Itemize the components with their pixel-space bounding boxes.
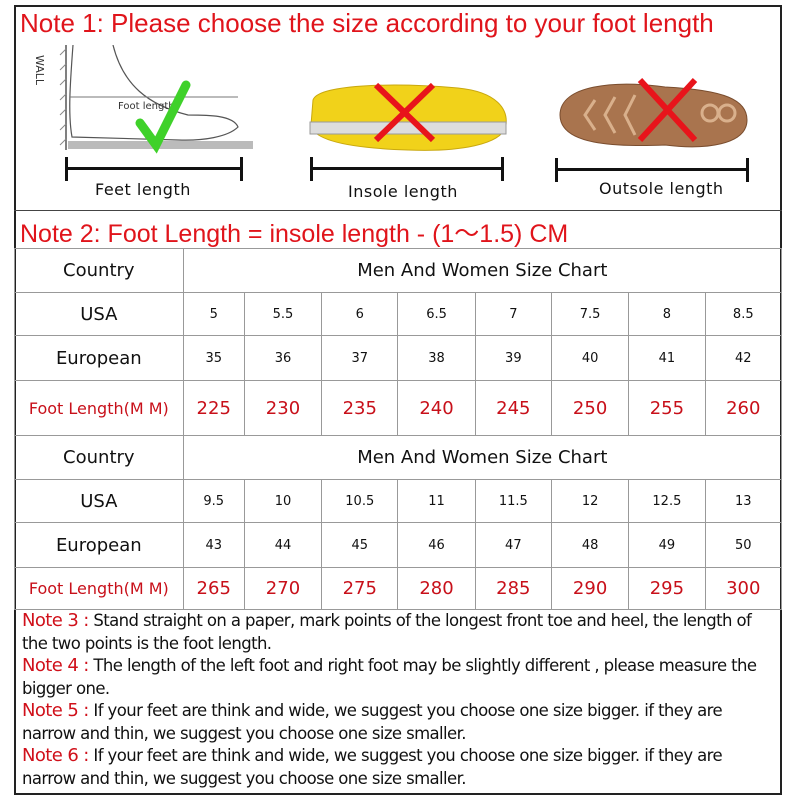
outsole-illustration	[559, 77, 748, 148]
note-label: Note 5 :	[22, 700, 89, 721]
european-size-cell: 40	[550, 335, 630, 381]
note-text: If your feet are think and wide, we sugg…	[22, 746, 723, 788]
country-header: Country	[14, 248, 184, 293]
foot-length-row: Foot Length(M M) 265 270 275 280 285 290 295 300	[14, 567, 783, 610]
foot-length-cell: 285	[474, 567, 552, 610]
usa-size-cell: 10.5	[321, 479, 399, 523]
note-label: Note 4 :	[22, 655, 89, 676]
usa-row: USA 9.5 10 10.5 11 11.5 12 12.5 13	[14, 479, 783, 523]
european-size-cell: 43	[182, 522, 245, 568]
insole-length-caption: Insole length	[348, 182, 458, 201]
european-row: European 43 44 45 46 47 48 49 50	[14, 522, 783, 568]
foot-length-cell: 255	[628, 380, 706, 436]
european-label: European	[14, 335, 184, 381]
foot-length-cell: 225	[182, 380, 245, 436]
european-size-cell: 37	[321, 335, 399, 381]
wall-label: WALL	[33, 55, 46, 86]
note-text: The length of the left foot and right fo…	[22, 656, 757, 698]
foot-length-cell: 275	[321, 567, 399, 610]
foot-length-cell: 280	[397, 567, 476, 610]
usa-size-cell: 8	[628, 292, 706, 336]
usa-size-cell: 9.5	[182, 479, 245, 523]
foot-length-cell: 265	[182, 567, 245, 610]
note-2: Note 2: Foot Length = insole length - (1…	[20, 220, 569, 248]
foot-length-cell: 270	[243, 567, 323, 610]
usa-size-cell: 13	[704, 479, 783, 523]
cross-icon	[373, 82, 436, 143]
usa-size-cell: 8.5	[704, 292, 783, 336]
notes-section: Note 3 : Stand straight on a paper, mark…	[22, 610, 780, 790]
foot-length-cell: 230	[243, 380, 323, 436]
header-row: Country Men And Women Size Chart	[14, 435, 783, 480]
country-header: Country	[14, 435, 184, 480]
foot-measure-illustration: WALL Foot length	[33, 45, 253, 154]
note-label: Note 6 :	[22, 745, 89, 766]
usa-size-cell: 11.5	[474, 479, 552, 523]
european-size-cell: 39	[474, 335, 552, 381]
cross-icon	[637, 77, 698, 143]
usa-size-cell: 5	[182, 292, 245, 336]
chart-title: Men And Women Size Chart	[182, 248, 783, 293]
european-size-cell: 47	[474, 522, 552, 568]
foot-length-cell: 245	[474, 380, 552, 436]
size-table-1: Country Men And Women Size Chart USA 5 5.5 6 6…	[14, 248, 783, 436]
european-size-cell: 41	[628, 335, 706, 381]
foot-length-cell: 290	[550, 567, 630, 610]
size-table-2: Country Men And Women Size Chart USA 9.5 10 1…	[14, 435, 783, 610]
divider	[14, 210, 782, 211]
feet-length-caption: Feet length	[95, 180, 191, 199]
usa-label: USA	[14, 479, 184, 523]
foot-length-cell: 250	[550, 380, 630, 436]
european-size-cell: 46	[397, 522, 476, 568]
foot-length-cell: 235	[321, 380, 399, 436]
insole-illustration	[309, 82, 507, 151]
note-label: Note 3 :	[22, 610, 89, 631]
european-size-cell: 50	[704, 522, 783, 568]
note-1: Note 1: Please choose the size according…	[20, 8, 714, 38]
usa-size-cell: 12	[550, 479, 630, 523]
european-size-cell: 38	[397, 335, 476, 381]
usa-size-cell: 7.5	[550, 292, 630, 336]
usa-size-cell: 7	[474, 292, 552, 336]
european-size-cell: 49	[628, 522, 706, 568]
foot-length-cell: 240	[397, 380, 476, 436]
european-size-cell: 45	[321, 522, 399, 568]
outsole-length-bar	[555, 158, 749, 182]
usa-size-cell: 10	[243, 479, 323, 523]
foot-length-cell: 300	[704, 567, 783, 610]
european-row: European 35 36 37 38 39 40 41 42	[14, 335, 783, 381]
foot-length-row: Foot Length(M M) 225 230 235 240 245 250 255 260	[14, 380, 783, 436]
outsole-length-caption: Outsole length	[599, 179, 724, 198]
note-text: Stand straight on a paper, mark points o…	[22, 611, 752, 653]
european-label: European	[14, 522, 184, 568]
feet-length-bar	[65, 157, 243, 181]
european-size-cell: 42	[704, 335, 783, 381]
foot-length-label: Foot Length(M M)	[14, 380, 184, 436]
european-size-cell: 36	[243, 335, 323, 381]
usa-label: USA	[14, 292, 184, 336]
note-5: Note 5 : If your feet are think and wide…	[22, 700, 780, 745]
note-text: If your feet are think and wide, we sugg…	[22, 701, 723, 743]
usa-size-cell: 12.5	[628, 479, 706, 523]
foot-length-label: Foot length	[118, 101, 175, 112]
note-3: Note 3 : Stand straight on a paper, mark…	[22, 610, 780, 655]
header-row: Country Men And Women Size Chart	[14, 248, 783, 293]
note-4: Note 4 : The length of the left foot and…	[22, 655, 780, 700]
check-icon	[135, 80, 191, 154]
european-size-cell: 48	[550, 522, 630, 568]
usa-size-cell: 5.5	[243, 292, 323, 336]
usa-row: USA 5 5.5 6 6.5 7 7.5 8 8.5	[14, 292, 783, 336]
foot-length-label: Foot Length(M M)	[14, 567, 184, 610]
foot-length-cell: 295	[628, 567, 706, 610]
usa-size-cell: 11	[397, 479, 476, 523]
european-size-cell: 44	[243, 522, 323, 568]
usa-size-cell: 6.5	[397, 292, 476, 336]
note-6: Note 6 : If your feet are think and wide…	[22, 745, 780, 790]
chart-title: Men And Women Size Chart	[182, 435, 783, 480]
usa-size-cell: 6	[321, 292, 399, 336]
foot-length-cell: 260	[704, 380, 783, 436]
insole-length-bar	[310, 157, 504, 181]
european-size-cell: 35	[182, 335, 245, 381]
